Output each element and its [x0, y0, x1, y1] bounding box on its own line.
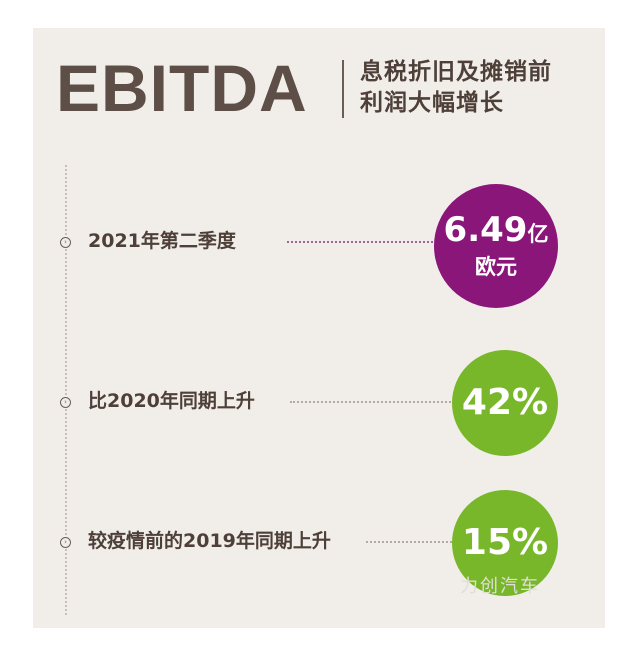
row-connector-3 [366, 541, 460, 543]
row-connector-2 [290, 401, 458, 403]
value-circle-vs-2020: 42% [452, 350, 558, 456]
value-circle-vs-2019: 15% [452, 490, 558, 596]
ebitda-value: 6.49亿 [444, 211, 549, 253]
chevron-circle-icon: › [60, 537, 71, 548]
row-label-vs-2019: 较疫情前的2019年同期上升 [88, 530, 331, 552]
value-circle-ebitda: 6.49亿 欧元 [434, 184, 558, 308]
ebitda-currency: 欧元 [475, 255, 517, 279]
row-label-q2-2021: 2021年第二季度 [88, 230, 236, 252]
ebitda-unit: 亿 [527, 222, 549, 246]
ebitda-number: 6.49 [443, 210, 528, 250]
page-subtitle: 息税折旧及摊销前 利润大幅增长 [360, 57, 552, 119]
vs-2019-value: 15% [461, 522, 549, 563]
watermark: 力创汽车 [460, 576, 540, 597]
row-label-vs-2020: 比2020年同期上升 [88, 390, 255, 412]
page-title: EBITDA [56, 51, 308, 125]
subtitle-line-2: 利润大幅增长 [360, 90, 504, 116]
title-divider [342, 60, 344, 118]
timeline-line [65, 165, 67, 615]
vs-2020-value: 42% [461, 382, 549, 423]
chevron-circle-icon: › [60, 397, 71, 408]
subtitle-line-1: 息税折旧及摊销前 [360, 59, 552, 85]
row-connector-1 [287, 241, 437, 243]
chevron-circle-icon: › [60, 237, 71, 248]
